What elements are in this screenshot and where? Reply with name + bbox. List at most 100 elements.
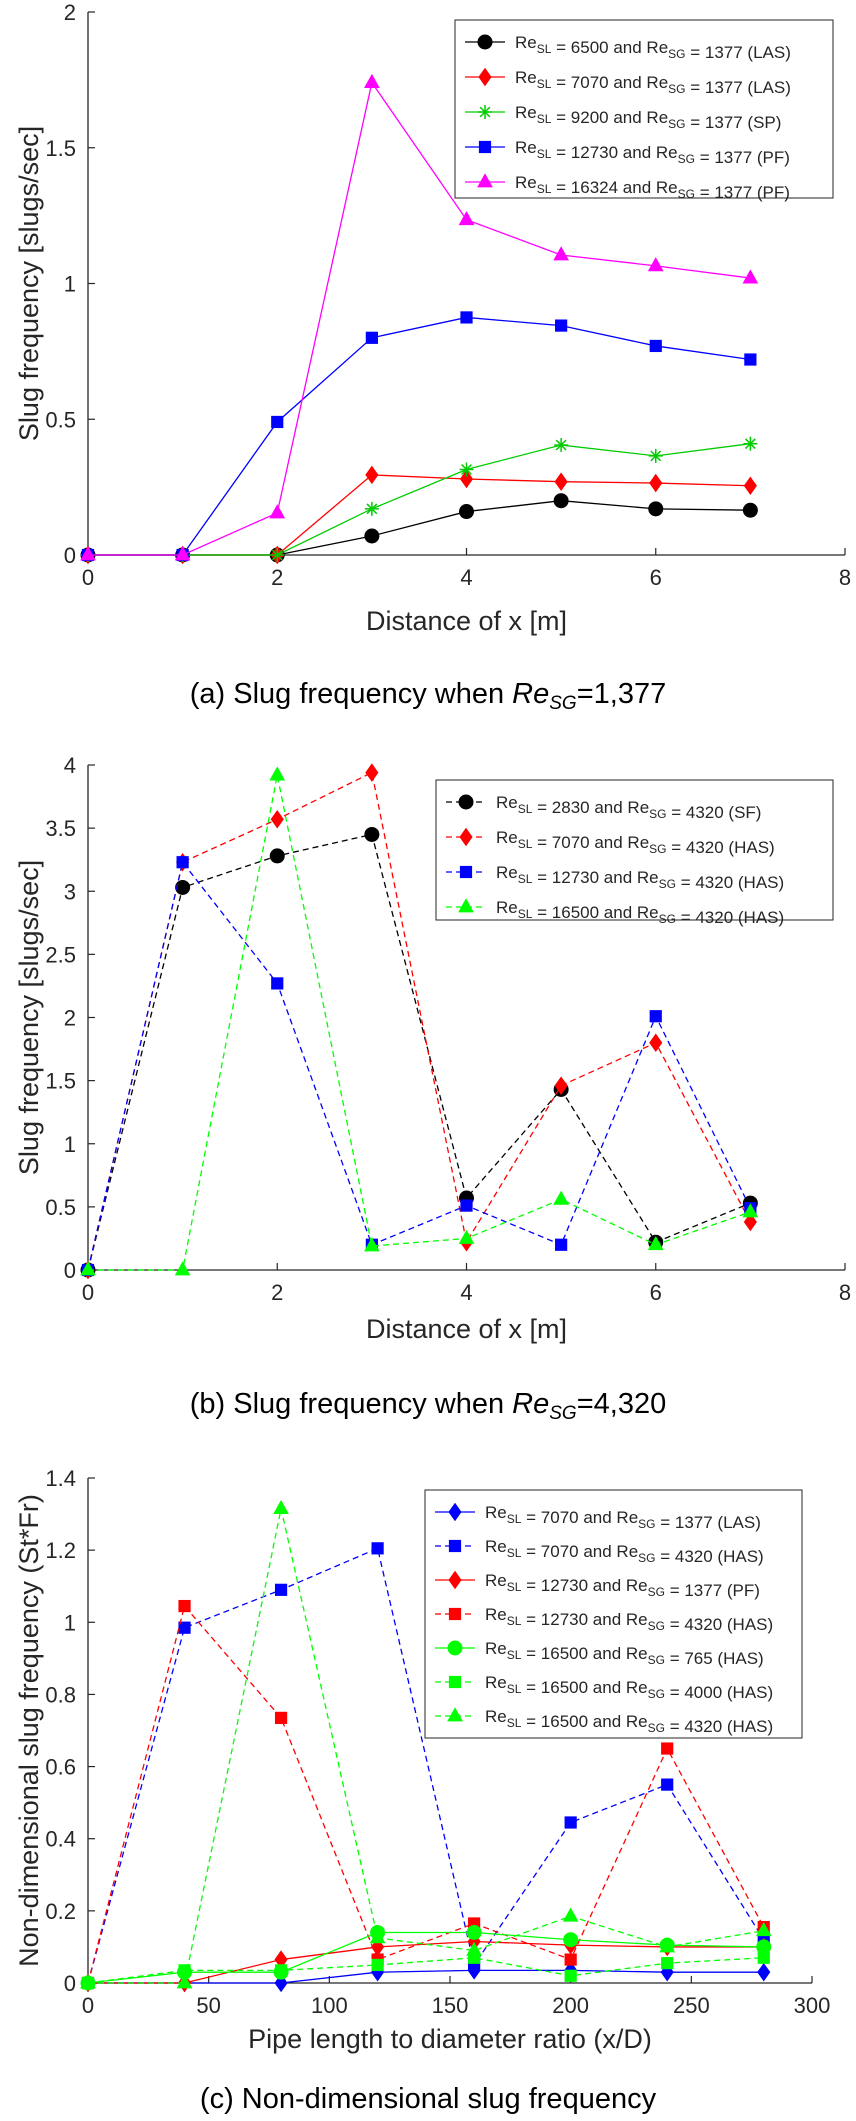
series-line xyxy=(88,1508,764,1984)
data-point xyxy=(459,469,474,489)
data-point xyxy=(647,257,664,272)
x-tick-label: 8 xyxy=(839,1280,851,1305)
x-tick-label: 8 xyxy=(839,565,851,590)
legend-label: ReSL = 16500 and ReSG = 4320 (HAS) xyxy=(496,898,784,927)
y-tick-label: 2.5 xyxy=(45,942,76,967)
legend-text: = 16500 and Re xyxy=(521,1678,647,1697)
legend-text: = 765 (HAS) xyxy=(665,1649,764,1668)
legend-text: = 12730 and Re xyxy=(521,1576,647,1595)
legend-text: Re xyxy=(485,1639,507,1658)
caption-variable: Re xyxy=(512,678,549,710)
legend-text: = 1377 (LAS) xyxy=(686,78,791,97)
data-point xyxy=(270,548,285,562)
data-point xyxy=(757,1951,770,1964)
legend-text: Re xyxy=(485,1707,507,1726)
y-tick-label: 2 xyxy=(64,1006,76,1031)
legend-subscript: SL xyxy=(537,182,552,196)
series-line xyxy=(87,860,751,1271)
series-3 xyxy=(81,436,758,562)
legend-subscript: SL xyxy=(537,147,552,161)
legend-subscript: SG xyxy=(659,912,676,926)
legend-text: Re xyxy=(485,1537,507,1556)
data-point xyxy=(460,1199,473,1212)
legend-text: = 1377 (PF) xyxy=(695,148,790,167)
legend-marker xyxy=(448,1539,462,1553)
y-tick-label: 1 xyxy=(64,1132,76,1157)
legend-subscript: SG xyxy=(668,47,685,61)
legend-entry: ReSL = 12730 and ReSG = 4320 (HAS) xyxy=(435,1605,773,1634)
legend-subscript: SG xyxy=(638,1551,655,1565)
legend-text: = 12730 and Re xyxy=(551,143,677,162)
marker-stroke xyxy=(555,439,567,451)
legend-label: ReSL = 7070 and ReSG = 1377 (LAS) xyxy=(515,68,791,97)
legend-text: = 4320 (HAS) xyxy=(656,1547,764,1566)
y-tick-label: 0.4 xyxy=(45,1827,76,1852)
legend-text: Re xyxy=(485,1571,507,1590)
legend-subscript: SL xyxy=(507,1512,522,1526)
legend-label: ReSL = 12730 and ReSG = 1377 (PF) xyxy=(515,138,790,167)
data-point xyxy=(176,1974,193,1989)
series-line xyxy=(88,316,751,556)
y-tick-label: 0 xyxy=(64,543,76,568)
legend-entry: ReSL = 16500 and ReSG = 4000 (HAS) xyxy=(435,1673,773,1702)
legend-subscript: SL xyxy=(537,77,552,91)
legend-subscript: SL xyxy=(507,1682,522,1696)
data-point xyxy=(466,1941,482,1956)
data-point xyxy=(564,1969,577,1982)
data-point xyxy=(371,1958,384,1972)
legend-label: ReSL = 12730 and ReSG = 1377 (PF) xyxy=(485,1571,760,1600)
data-point xyxy=(175,879,191,895)
legend-subscript: SL xyxy=(537,112,552,126)
legend-marker xyxy=(448,1502,462,1522)
legend-subscript: SL xyxy=(518,837,533,851)
y-tick-label: 3.5 xyxy=(45,816,76,841)
data-point xyxy=(365,331,378,344)
legend-entry: ReSL = 16324 and ReSG = 1377 (PF) xyxy=(465,173,790,202)
series-line xyxy=(88,774,751,1271)
data-point xyxy=(274,1711,288,1724)
data-point xyxy=(178,1621,191,1634)
legend-text: = 16500 and Re xyxy=(521,1712,647,1731)
data-point xyxy=(174,1261,191,1276)
legend-entry: ReSL = 12730 and ReSG = 1377 (PF) xyxy=(435,1570,760,1600)
data-point xyxy=(564,1816,577,1829)
legend-text: = 7070 and Re xyxy=(532,833,649,852)
legend-label: ReSL = 7070 and ReSG = 4320 (HAS) xyxy=(496,828,775,857)
legend-subscript: SG xyxy=(638,1517,655,1531)
legend-label: ReSL = 16500 and ReSG = 765 (HAS) xyxy=(485,1639,764,1668)
legend-entry: ReSL = 9200 and ReSG = 1377 (SP) xyxy=(465,103,781,132)
legend-marker xyxy=(477,34,493,50)
data-point xyxy=(460,311,473,324)
legend-text: = 6500 and Re xyxy=(551,38,668,57)
data-point xyxy=(743,476,757,496)
legend-entry: ReSL = 7070 and ReSG = 4320 (HAS) xyxy=(446,827,775,857)
legend-entry: ReSL = 12730 and ReSG = 1377 (PF) xyxy=(465,138,790,167)
marker-stroke xyxy=(366,503,378,515)
legend-marker xyxy=(448,1675,462,1689)
data-point xyxy=(274,1583,288,1596)
legend-subscript: SG xyxy=(648,1721,665,1735)
data-point xyxy=(80,1261,96,1276)
legend-text: Re xyxy=(515,173,537,192)
data-point xyxy=(269,848,285,864)
x-tick-label: 6 xyxy=(650,565,662,590)
caption-text: (c) Non-dimensional slug frequency xyxy=(200,2083,657,2115)
legend-text: Re xyxy=(496,828,518,847)
y-tick-label: 0.2 xyxy=(45,1899,76,1924)
legend-text: = 7070 and Re xyxy=(521,1542,638,1561)
y-tick-label: 1 xyxy=(64,1610,76,1635)
x-tick-label: 300 xyxy=(794,1993,831,2018)
legend-marker xyxy=(478,140,492,154)
legend-marker xyxy=(458,794,474,810)
x-tick-label: 6 xyxy=(650,1280,662,1305)
series-7 xyxy=(80,1499,772,1989)
legend-text: Re xyxy=(485,1503,507,1522)
data-point xyxy=(553,493,569,509)
data-point xyxy=(563,1932,579,1948)
data-point xyxy=(649,1010,662,1023)
legend-entry: ReSL = 7070 and ReSG = 4320 (HAS) xyxy=(435,1537,764,1566)
legend-subscript: SL xyxy=(507,1648,522,1662)
x-tick-label: 4 xyxy=(460,565,472,590)
legend-text: = 1377 (LAS) xyxy=(686,43,791,62)
